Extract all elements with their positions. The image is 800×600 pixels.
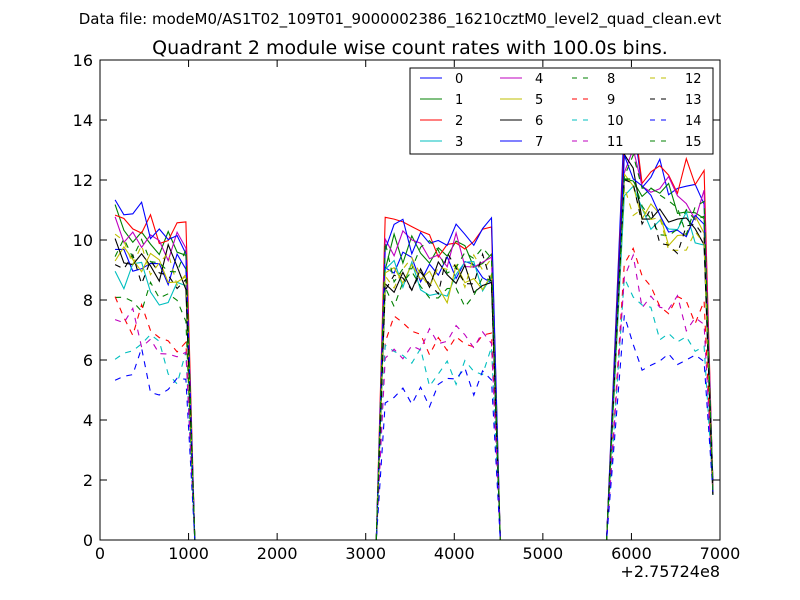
legend-label-1: 1 (455, 93, 463, 108)
x-tick-label: 7000 (700, 544, 741, 563)
series-line-9 (114, 247, 714, 540)
y-tick-label: 4 (83, 411, 93, 430)
y-tick-label: 8 (83, 291, 93, 310)
series-line-10 (114, 275, 714, 540)
series-line-15 (114, 153, 714, 540)
series-line-7 (114, 155, 714, 540)
y-tick-label: 16 (73, 51, 93, 70)
legend-label-9: 9 (607, 93, 615, 108)
legend-label-7: 7 (535, 135, 543, 150)
chart-suptitle: Data file: modeM0/AS1T02_109T01_90000023… (79, 10, 722, 29)
legend-label-2: 2 (455, 114, 463, 129)
chart-title: Quadrant 2 module wise count rates with … (152, 37, 668, 59)
x-axis: 0 1000 2000 3000 4000 5000 6000 7000 (95, 60, 740, 563)
series-line-11 (114, 253, 714, 540)
x-tick-label: 5000 (522, 544, 563, 563)
x-tick-label: 3000 (345, 544, 386, 563)
legend-label-5: 5 (535, 93, 543, 108)
x-tick-label: 0 (95, 544, 105, 563)
y-tick-label: 12 (73, 171, 93, 190)
x-tick-label: 2000 (257, 544, 298, 563)
series-line-5 (114, 172, 714, 540)
legend-label-4: 4 (535, 72, 543, 87)
y-tick-label: 0 (83, 531, 93, 550)
y-tick-label: 2 (83, 471, 93, 490)
legend-label-0: 0 (455, 72, 463, 87)
y-tick-label: 6 (83, 351, 93, 370)
y-tick-label: 14 (73, 111, 93, 130)
x-tick-label: 1000 (168, 544, 209, 563)
series-line-13 (114, 178, 714, 540)
legend-label-12: 12 (685, 72, 702, 87)
series-line-2 (114, 112, 714, 540)
series-line-14 (114, 315, 714, 540)
series-group (114, 112, 714, 540)
legend-box (409, 67, 714, 155)
x-tick-label: 4000 (434, 544, 475, 563)
y-tick-label: 10 (73, 231, 93, 250)
x-axis-offset-label: +2.75724e8 (620, 562, 720, 581)
series-line-12 (114, 186, 714, 540)
legend-label-6: 6 (535, 114, 543, 129)
legend-label-11: 11 (607, 135, 624, 150)
legend-label-13: 13 (685, 93, 702, 108)
series-line-8 (115, 178, 714, 540)
x-tick-label: 6000 (611, 544, 652, 563)
legend-label-3: 3 (455, 135, 463, 150)
legend-label-8: 8 (607, 72, 615, 87)
legend-label-10: 10 (607, 114, 624, 129)
legend-label-14: 14 (685, 114, 702, 129)
series-line-0 (115, 120, 714, 540)
legend-label-15: 15 (685, 135, 702, 150)
